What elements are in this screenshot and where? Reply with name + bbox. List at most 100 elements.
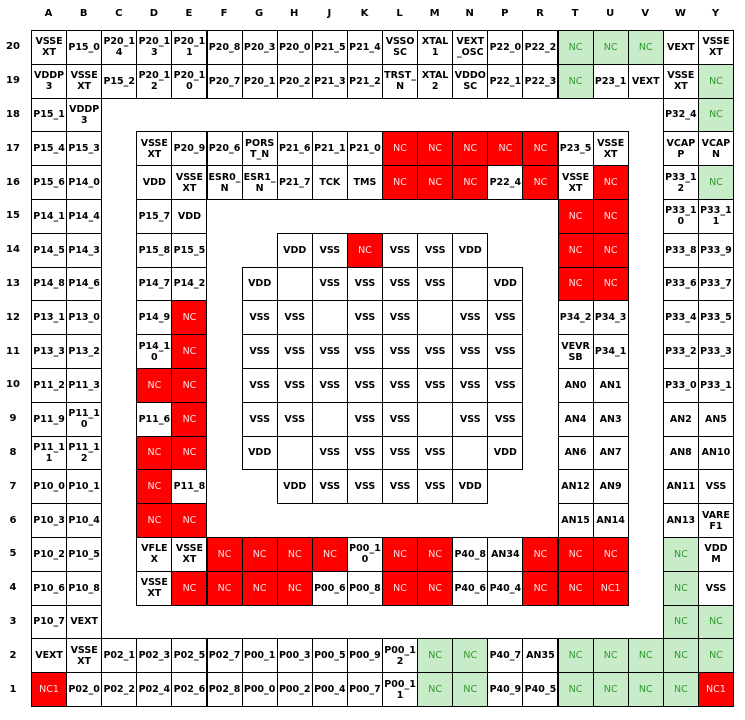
pin-cell: NC bbox=[662, 638, 699, 674]
pin-cell: AN14 bbox=[592, 503, 629, 538]
pin-cell: VSS bbox=[241, 300, 278, 336]
pin-cell: VSS bbox=[311, 334, 348, 369]
pin-cell: P33_8 bbox=[662, 232, 699, 268]
pin-cell: P21_5 bbox=[311, 30, 348, 65]
pin-cell: VSS bbox=[417, 435, 454, 471]
row-label: 12 bbox=[6, 311, 20, 323]
row-label: 18 bbox=[6, 108, 20, 120]
pin-cell: P14_8 bbox=[31, 266, 68, 302]
pin-cell: NC bbox=[382, 537, 419, 572]
pin-cell: P34_2 bbox=[557, 300, 594, 336]
pin-cell: P33_5 bbox=[697, 300, 734, 336]
pin-cell: VSSOSC bbox=[382, 30, 419, 65]
pin-cell: AN3 bbox=[592, 401, 629, 437]
pin-cell: VSSEXT bbox=[171, 165, 208, 200]
pin-cell: P14_3 bbox=[66, 232, 103, 268]
column-label: C bbox=[115, 7, 123, 19]
pin-cell: VDD bbox=[276, 232, 313, 268]
pin-cell: VSS bbox=[276, 334, 313, 369]
pin-cell: P14_10 bbox=[136, 334, 173, 369]
pin-cell: VAREF1 bbox=[697, 503, 734, 538]
pin-cell: P15_4 bbox=[31, 131, 68, 167]
pin-cell: VSS bbox=[276, 368, 313, 403]
column-label: B bbox=[79, 7, 88, 19]
pin-cell: NC bbox=[382, 570, 419, 606]
pin-cell: P22_2 bbox=[522, 30, 559, 65]
pin-cell: P20_14 bbox=[101, 30, 138, 65]
pin-cell: VEXT_OSC bbox=[452, 30, 489, 65]
pin-cell: P20_2 bbox=[276, 63, 313, 99]
row-label: 8 bbox=[9, 446, 17, 458]
pin-cell: P21_3 bbox=[311, 63, 348, 99]
pin-cell: P02_6 bbox=[171, 672, 208, 707]
pin-cell: NC bbox=[592, 672, 629, 707]
pin-cell: P00_1 bbox=[241, 638, 278, 674]
pin-cell: VDD bbox=[452, 469, 489, 505]
pin-cell: P11_8 bbox=[171, 469, 208, 505]
row-label: 20 bbox=[6, 41, 20, 53]
pin-cell: P10_7 bbox=[31, 604, 68, 640]
row-label: 9 bbox=[9, 413, 17, 425]
pin-cell: NC bbox=[171, 401, 208, 437]
pin-cell: P10_2 bbox=[31, 537, 68, 572]
pin-cell: P00_7 bbox=[346, 672, 383, 707]
pin-cell: P10_3 bbox=[31, 503, 68, 538]
pin-cell: P20_6 bbox=[206, 131, 243, 167]
pin-cell: VSS bbox=[382, 368, 419, 403]
pin-cell: VSSEXT bbox=[592, 131, 629, 167]
pin-cell: VSS bbox=[382, 334, 419, 369]
row-label: 19 bbox=[6, 75, 20, 87]
pin-cell: NC1 bbox=[31, 672, 68, 707]
pin-cell: VSS bbox=[487, 401, 524, 437]
pin-cell: VSS bbox=[452, 368, 489, 403]
pin-cell: NC1 bbox=[592, 570, 629, 606]
pin-cell: VSSEXT bbox=[171, 537, 208, 572]
pin-cell: TMS bbox=[346, 165, 383, 200]
pin-cell: VEXT bbox=[627, 63, 664, 99]
pin-cell: VSS bbox=[487, 300, 524, 336]
pin-cell: VDD bbox=[241, 266, 278, 302]
pin-cell: NC bbox=[522, 165, 559, 200]
pin-cell: NC bbox=[136, 503, 173, 538]
pin-cell: P20_0 bbox=[276, 30, 313, 65]
column-label: E bbox=[185, 7, 193, 19]
pin-cell: VSS bbox=[417, 266, 454, 302]
pin-cell: NC bbox=[136, 435, 173, 471]
pin-cell: NC bbox=[452, 638, 489, 674]
pin-cell: VDDM bbox=[697, 537, 734, 572]
pin-cell: P02_7 bbox=[206, 638, 243, 674]
pin-cell: VSSEXT bbox=[136, 570, 173, 606]
row-label: 10 bbox=[6, 379, 20, 391]
pin-cell: VSS bbox=[346, 300, 383, 336]
column-label: P bbox=[501, 7, 509, 19]
pin-cell: P34_1 bbox=[592, 334, 629, 369]
pin-cell: NC bbox=[136, 469, 173, 505]
pin-cell: VDD bbox=[487, 435, 524, 471]
pin-cell: AN15 bbox=[557, 503, 594, 538]
pin-cell: VDD bbox=[241, 435, 278, 471]
pin-cell: P33_9 bbox=[697, 232, 734, 268]
pin-cell: NC bbox=[171, 503, 208, 538]
pin-cell: VEXT bbox=[66, 604, 103, 640]
pin-cell: NC bbox=[627, 30, 664, 65]
pin-cell: NC bbox=[697, 604, 734, 640]
pin-cell: P32_4 bbox=[662, 97, 699, 133]
pin-cell: NC bbox=[171, 570, 208, 606]
pin-cell: P33_12 bbox=[662, 165, 699, 200]
pin-cell: NC1 bbox=[697, 672, 734, 707]
pin-cell: VSS bbox=[311, 266, 348, 302]
pin-cell: P00_6 bbox=[311, 570, 348, 606]
pin-cell: P02_4 bbox=[136, 672, 173, 707]
pin-cell: NC bbox=[417, 131, 454, 167]
pin-cell: NC bbox=[241, 570, 278, 606]
pin-cell: P33_2 bbox=[662, 334, 699, 369]
pin-cell: XTAL2 bbox=[417, 63, 454, 99]
pin-cell: VSS bbox=[241, 368, 278, 403]
pin-cell: NC bbox=[171, 334, 208, 369]
column-label: G bbox=[255, 7, 264, 19]
pin-cell: VSSEXT bbox=[557, 165, 594, 200]
pin-cell: P40_9 bbox=[487, 672, 524, 707]
column-label: D bbox=[149, 7, 158, 19]
pin-cell: VSS bbox=[452, 401, 489, 437]
pin-cell: P02_2 bbox=[101, 672, 138, 707]
